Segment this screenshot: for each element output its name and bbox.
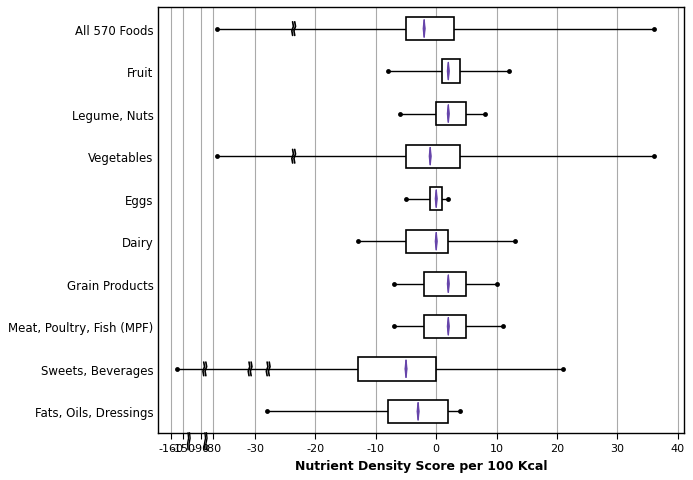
Bar [436, 103, 466, 126]
Polygon shape [405, 360, 407, 378]
Polygon shape [430, 148, 431, 166]
Bar [358, 358, 436, 381]
Polygon shape [435, 191, 437, 208]
Polygon shape [435, 233, 437, 251]
Polygon shape [448, 106, 449, 123]
Polygon shape [448, 318, 449, 336]
Bar [424, 273, 466, 296]
X-axis label: Nutrient Density Score per 100 Kcal: Nutrient Density Score per 100 Kcal [295, 459, 547, 472]
Bar [430, 188, 442, 211]
Polygon shape [423, 21, 425, 38]
Bar [388, 400, 448, 423]
Bar [442, 60, 460, 84]
Polygon shape [448, 276, 449, 293]
Polygon shape [448, 63, 449, 81]
Bar [406, 18, 455, 41]
Bar [406, 145, 460, 168]
Bar [424, 315, 466, 338]
Polygon shape [417, 403, 419, 420]
Bar [406, 230, 448, 253]
